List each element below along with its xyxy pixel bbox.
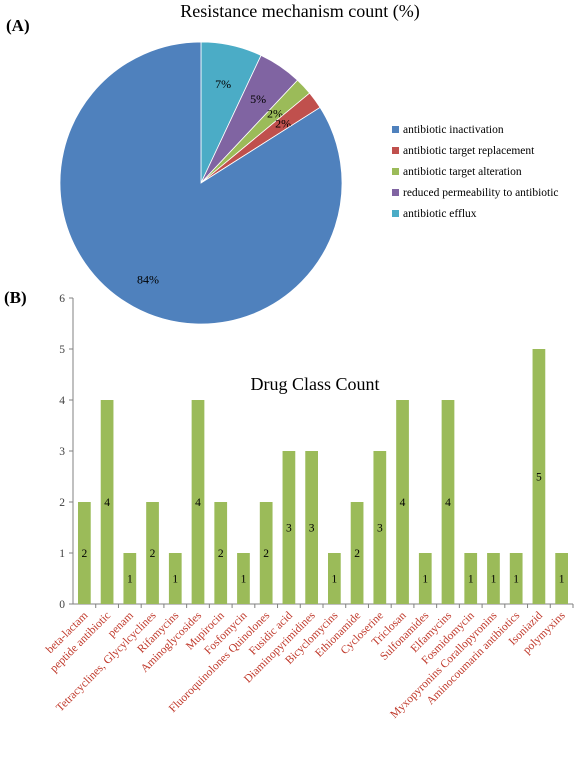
- pie-slice-label-2: 2%: [267, 107, 283, 121]
- bar-18: [487, 553, 500, 604]
- bar-9: [282, 451, 296, 604]
- bar-value-label-5: 4: [195, 497, 201, 509]
- pie-chart-title: Resistance mechanism count (%): [180, 1, 419, 22]
- bar-value-label-1: 4: [104, 497, 110, 509]
- bar-1: [100, 400, 114, 604]
- bar-value-label-10: 3: [309, 523, 315, 535]
- legend-label-2: antibiotic target alteration: [403, 166, 522, 178]
- pie-chart: 7%5%2%2%84%: [59, 41, 343, 325]
- bar-20: [532, 349, 546, 604]
- bar-21: [555, 553, 568, 604]
- bar-4: [168, 553, 182, 604]
- bar-value-label-18: 1: [491, 574, 497, 586]
- bar-value-label-12: 2: [354, 548, 360, 560]
- legend-label-3: reduced permeability to antibiotic: [403, 187, 559, 199]
- bar-6: [214, 502, 228, 604]
- pie-slice-label-3: 5%: [250, 92, 266, 106]
- legend-swatch-4: [392, 210, 399, 217]
- y-tick-label-5: 5: [59, 344, 65, 356]
- panel-b-label: (B): [4, 288, 27, 307]
- pie-legend: antibiotic inactivation antibiotic target…: [392, 124, 559, 220]
- panel-a-label: (A): [6, 16, 30, 35]
- bar-15: [418, 553, 432, 604]
- bar-value-label-6: 2: [218, 548, 224, 560]
- pie-slice-label-0: 84%: [137, 272, 159, 286]
- bar-16: [441, 400, 455, 604]
- bar-value-label-13: 3: [377, 523, 383, 535]
- bar-value-label-8: 2: [263, 548, 269, 560]
- legend-swatch-0: [392, 126, 399, 133]
- y-tick-label-6: 6: [59, 293, 65, 305]
- bar-value-label-15: 1: [422, 574, 428, 586]
- bar-chart-title: Drug Class Count: [250, 374, 379, 394]
- bar-0: [78, 502, 91, 604]
- bar-value-label-20: 5: [536, 472, 542, 484]
- bar-value-label-2: 1: [127, 574, 133, 586]
- bar-2: [123, 553, 137, 604]
- y-tick-label-0: 0: [59, 599, 65, 611]
- legend-label-1: antibiotic target replacement: [403, 145, 535, 157]
- bar-value-label-19: 1: [513, 574, 519, 586]
- bar-value-label-17: 1: [468, 574, 474, 586]
- bar-12: [350, 502, 364, 604]
- y-tick-label-2: 2: [59, 497, 65, 509]
- bar-value-label-4: 1: [172, 574, 178, 586]
- legend-swatch-2: [392, 168, 399, 175]
- pie-slice-label-1: 2%: [275, 116, 291, 130]
- bar-7: [237, 553, 250, 604]
- bar-5: [191, 400, 205, 604]
- pie-slice-label-4: 7%: [215, 77, 231, 91]
- bar-14: [396, 400, 409, 604]
- bar-value-label-16: 4: [445, 497, 451, 509]
- bar-8: [259, 502, 273, 604]
- legend-swatch-1: [392, 147, 399, 154]
- bar-value-label-11: 1: [331, 574, 337, 586]
- bar-10: [305, 451, 318, 604]
- y-tick-label-1: 1: [59, 548, 65, 560]
- bar-value-label-9: 3: [286, 523, 292, 535]
- legend-label-0: antibiotic inactivation: [403, 124, 504, 136]
- bar-value-label-14: 4: [400, 497, 406, 509]
- bar-11: [328, 553, 341, 604]
- bar-value-label-21: 1: [559, 574, 565, 586]
- bar-value-label-3: 2: [150, 548, 156, 560]
- pie-slice-0: [59, 41, 343, 325]
- y-tick-label-3: 3: [59, 446, 65, 458]
- bar-3: [146, 502, 159, 604]
- bar-13: [373, 451, 387, 604]
- legend-label-4: antibiotic efflux: [403, 208, 477, 220]
- legend-swatch-3: [392, 189, 399, 196]
- bar-19: [509, 553, 523, 604]
- bar-value-label-0: 2: [81, 548, 87, 560]
- y-tick-label-4: 4: [59, 395, 65, 407]
- bar-value-label-7: 1: [241, 574, 247, 586]
- bar-17: [464, 553, 478, 604]
